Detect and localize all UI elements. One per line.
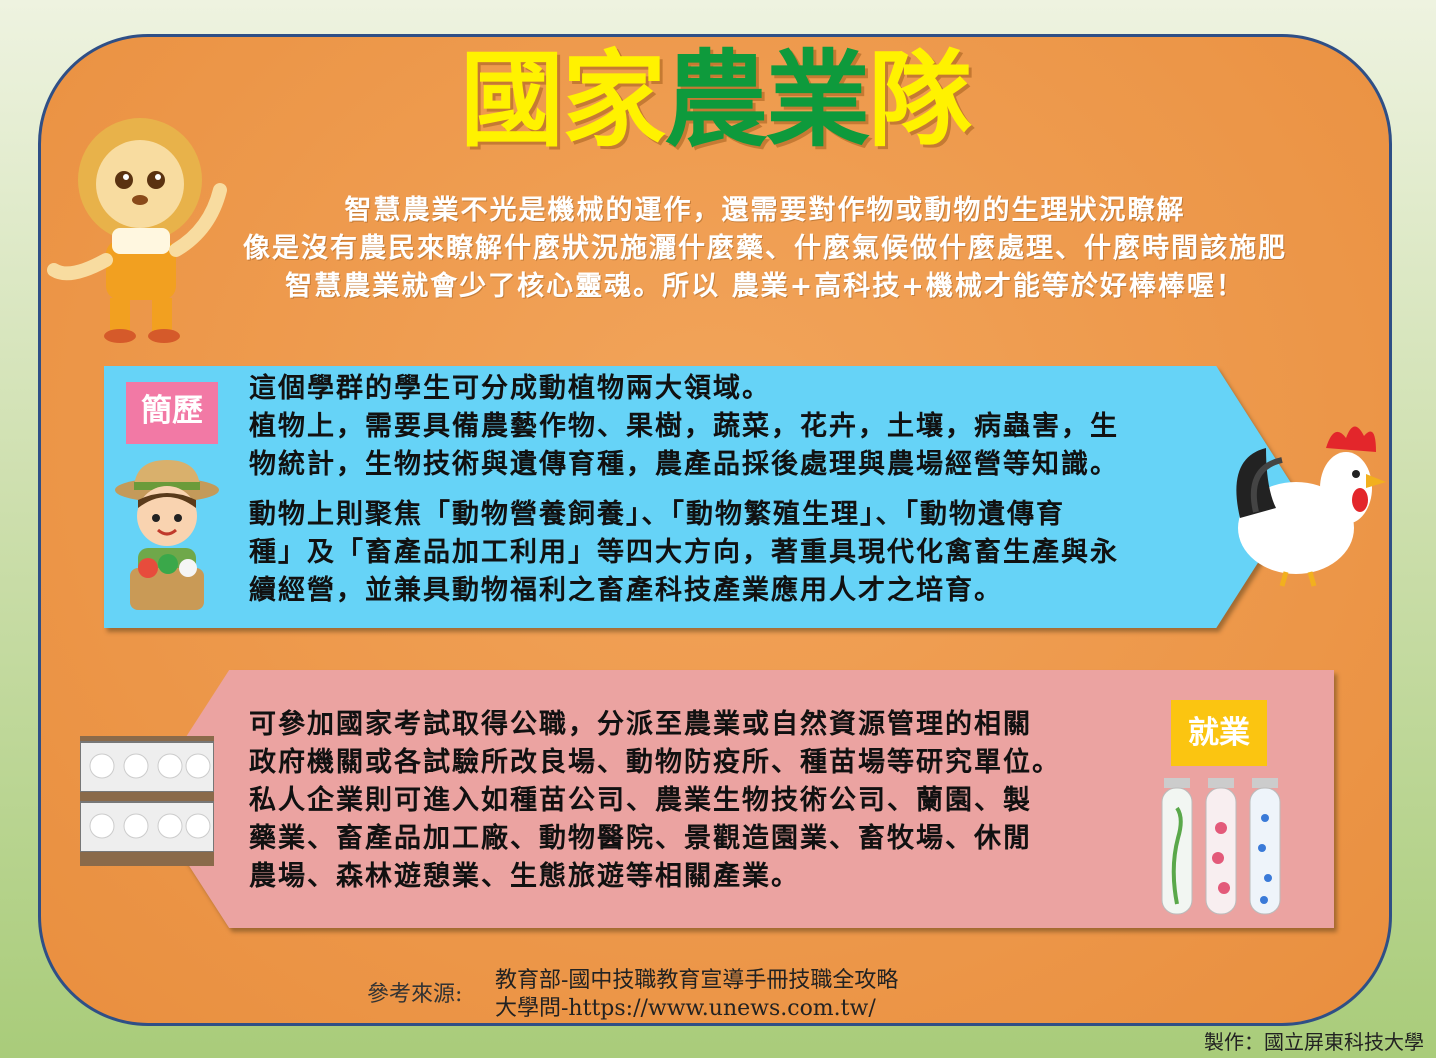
lion-mascot-icon (47, 118, 227, 343)
farmer-icon (115, 460, 219, 610)
career-text: 可參加國家考試取得公職，分派至農業或自然資源管理的相關 政府機關或各試驗所改良場… (249, 706, 1061, 896)
rooster-icon (1236, 426, 1386, 587)
credit-text: 製作：國立屏東科技大學 (1204, 1030, 1424, 1054)
profile-line: 物統計，生物技術與遺傳育種，農產品採後處理與農場經營等知識。 (249, 449, 1119, 480)
profile-line: 植物上，需要具備農藝作物、果樹，蔬菜，花卉，土壤，病蟲害，生 (249, 411, 1119, 442)
profile-line: 這個學群的學生可分成動植物兩大領域。 (249, 373, 771, 404)
career-line: 政府機關或各試驗所改良場、動物防疫所、種苗場等研究單位。 (249, 747, 1061, 778)
intro-line: 智慧農業不光是機械的運作，還需要對作物或動物的生理狀況瞭解 (344, 195, 1186, 226)
intro-line: 智慧農業就會少了核心靈魂。所以 農業+高科技+機械才能等於好棒棒喔！ (285, 271, 1245, 302)
profile-line: 種」及「畜產品加工利用」等四大方向，著重具現代化禽畜生產與永 (249, 537, 1119, 568)
reference-source[interactable]: 大學問-https://www.unews.com.tw/ (495, 996, 876, 1021)
chicken-cages-icon (80, 736, 214, 866)
career-line: 可參加國家考試取得公職，分派至農業或自然資源管理的相關 (249, 709, 1032, 740)
intro-text: 智慧農業不光是機械的運作，還需要對作物或動物的生理狀況瞭解 像是沒有農民來瞭解什… (150, 192, 1380, 306)
reference-source: 教育部-國中技職教育宣導手冊技職全攻略 (495, 968, 899, 993)
profile-line: 動物上則聚焦「動物營養飼養」、「動物繁殖生理」、「動物遺傳育 (249, 499, 1065, 530)
career-line: 私人企業則可進入如種苗公司、農業生物技術公司、蘭園、製 (249, 785, 1032, 816)
intro-line: 像是沒有農民來瞭解什麼狀況施灑什麼藥、什麼氣候做什麼處理、什麼時間該施肥 (243, 233, 1287, 264)
test-tubes-icon (1161, 778, 1281, 915)
profile-line: 續經營，並兼具動物福利之畜產科技產業應用人才之培育。 (249, 575, 1003, 606)
profile-badge: 簡歷 (126, 382, 218, 444)
reference-label: 參考來源: (367, 982, 463, 1007)
page-title: 國家農業隊 (460, 39, 972, 161)
career-line: 藥業、畜產品加工廠、動物醫院、景觀造園業、畜牧場、休閒 (249, 823, 1032, 854)
career-line: 農場、森林遊憩業、生態旅遊等相關產業。 (249, 861, 800, 892)
profile-text: 這個學群的學生可分成動植物兩大領域。 植物上，需要具備農藝作物、果樹，蔬菜，花卉… (249, 370, 1119, 610)
career-badge: 就業 (1171, 700, 1267, 766)
career-panel (146, 670, 1334, 928)
profile-panel (104, 366, 1300, 628)
